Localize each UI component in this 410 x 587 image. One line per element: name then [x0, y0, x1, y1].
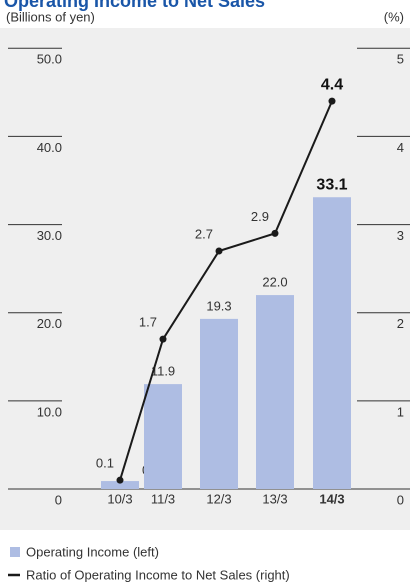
y-axis-label: (Billions of yen) — [6, 9, 95, 24]
ratio-value-label: 2.7 — [195, 226, 213, 241]
y-tick-label: 0 — [55, 492, 62, 507]
ratio-value-label: 4.4 — [321, 76, 343, 93]
bar — [101, 481, 139, 489]
y-tick-label: 50.0 — [37, 52, 62, 67]
ratio-value-label: 2.9 — [251, 209, 269, 224]
y-tick-label: 20.0 — [37, 316, 62, 331]
y2-tick-label: 2 — [397, 316, 404, 331]
bar-value-label: 19.3 — [206, 298, 231, 313]
bar — [144, 384, 182, 489]
y-tick-label: 10.0 — [37, 404, 62, 419]
ratio-point — [271, 229, 279, 237]
x-tick-label: 14/3 — [319, 491, 344, 506]
y2-tick-label: 4 — [397, 140, 404, 155]
bar-value-label: 33.1 — [316, 176, 347, 193]
y2-axis-label: (%) — [384, 9, 404, 24]
x-tick-label: 11/3 — [151, 491, 175, 506]
y-tick-label: 40.0 — [37, 140, 62, 155]
chart-title: Operating Income to Net Sales — [4, 0, 265, 11]
bar — [313, 197, 351, 489]
y2-tick-label: 0 — [397, 492, 404, 507]
ratio-point — [159, 335, 167, 343]
y2-tick-label: 1 — [397, 404, 404, 419]
x-tick-label: 13/3 — [262, 491, 287, 506]
ratio-value-label: 1.7 — [139, 315, 157, 330]
bar-value-label: 22.0 — [262, 275, 287, 290]
x-tick-label: 12/3 — [206, 491, 231, 506]
ratio-point — [215, 247, 223, 255]
bar — [200, 318, 238, 489]
bar-value-label: 11.9 — [151, 364, 175, 379]
y2-tick-label: 3 — [397, 228, 404, 243]
legend-label: Ratio of Operating Income to Net Sales (… — [26, 567, 290, 582]
bar — [256, 295, 294, 489]
ratio-point — [328, 97, 336, 105]
x-tick-label: 10/3 — [107, 491, 132, 506]
legend-swatch — [10, 547, 20, 557]
ratio-point — [116, 476, 124, 484]
ratio-value-label: 0.1 — [96, 456, 114, 471]
y-tick-label: 30.0 — [37, 228, 62, 243]
legend-label: Operating Income (left) — [26, 544, 159, 559]
y2-tick-label: 5 — [397, 52, 404, 67]
